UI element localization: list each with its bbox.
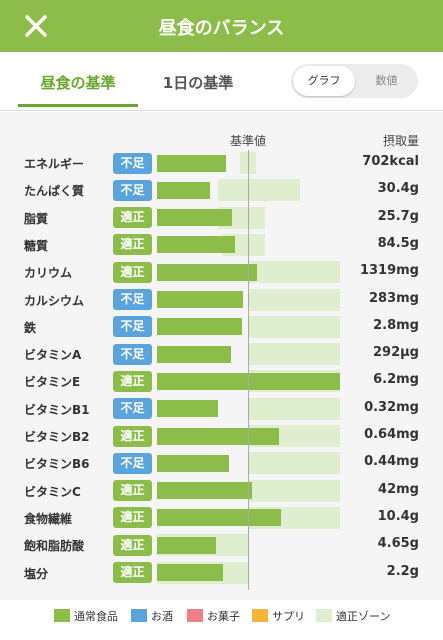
- label: ビタミンB1: [24, 402, 90, 417]
- legend-label: お菓子: [207, 610, 240, 623]
- status-badge: 不足: [113, 343, 152, 365]
- status-badge: 不足: [113, 179, 152, 201]
- label: ビタミンC: [24, 484, 81, 499]
- tab[interactable]: 1日の基準: [162, 74, 234, 92]
- status-badge: 不足: [113, 289, 152, 310]
- amount: 292µg: [372, 345, 419, 361]
- zone: [248, 343, 340, 366]
- bar: [157, 400, 218, 418]
- zone: [248, 452, 340, 475]
- bar: [157, 318, 242, 336]
- bar: [157, 236, 236, 254]
- zone: [248, 261, 340, 284]
- amount: 702kcal: [362, 154, 419, 169]
- status-badge: 適正: [113, 562, 152, 583]
- amount: 0.64mg: [364, 427, 419, 442]
- legend-swatch: [187, 609, 203, 622]
- status-badge: 不足: [113, 452, 152, 474]
- amount: 2.2g: [386, 563, 419, 579]
- standard-line: [248, 150, 249, 590]
- status-badge: 適正: [113, 480, 152, 502]
- legend-label: 通常食品: [74, 610, 118, 623]
- legend-label: お酒: [151, 610, 173, 623]
- status-badge: 適正: [113, 370, 152, 392]
- zone: [248, 288, 340, 311]
- label: 塩分: [24, 566, 49, 581]
- status-badge: 適正: [113, 507, 152, 529]
- column-header: 基準値: [229, 134, 266, 148]
- bar: [157, 345, 231, 363]
- toggle-values[interactable]: 数値: [375, 74, 398, 87]
- toggle-graph[interactable]: グラフ: [293, 66, 355, 96]
- zone: [248, 315, 340, 338]
- toggle: グラフ 数値: [291, 64, 418, 98]
- amount: 0.32mg: [364, 399, 419, 415]
- legend-swatch: [316, 609, 332, 622]
- legend-swatch: [252, 609, 268, 622]
- label: カルシウム: [24, 293, 85, 308]
- bar: [157, 209, 232, 227]
- amount: 25.7g: [377, 208, 419, 224]
- tab-underline: [18, 104, 138, 107]
- bar: [157, 291, 244, 308]
- label: 糖質: [24, 238, 49, 253]
- amount: 30.4g: [377, 181, 419, 197]
- bar: [157, 482, 252, 500]
- status-badge: 適正: [113, 261, 152, 283]
- amount: 6.2mg: [373, 372, 419, 388]
- tab-active[interactable]: 昼食の基準: [40, 74, 116, 92]
- status-badge: 不足: [113, 316, 152, 338]
- label: 食物繊維: [24, 511, 73, 526]
- amount: 283mg: [369, 290, 419, 306]
- amount: 2.8mg: [373, 317, 419, 333]
- column-header: 摂取量: [382, 134, 419, 148]
- zone: [239, 152, 257, 174]
- amount: 1319mg: [359, 263, 419, 279]
- bar: [157, 263, 258, 281]
- label: ビタミンB2: [24, 430, 90, 444]
- label: ビタミンA: [24, 348, 82, 363]
- bar: [157, 154, 227, 172]
- status-badge: 適正: [113, 234, 152, 256]
- label: ビタミンB6: [24, 457, 90, 472]
- label: カリウム: [24, 266, 73, 281]
- amount: 84.5g: [377, 235, 419, 251]
- status-badge: 不足: [113, 398, 152, 420]
- status-badge: 適正: [113, 207, 152, 229]
- divider: [0, 110, 443, 111]
- bar: [157, 427, 279, 445]
- label: 飽和脂肪酸: [24, 539, 85, 554]
- label: たんぱく質: [24, 184, 85, 199]
- status-badge: 不足: [113, 152, 152, 174]
- label: 鉄: [24, 320, 37, 335]
- label: ビタミンE: [24, 375, 81, 390]
- close-button[interactable]: [25, 15, 47, 37]
- zone: [217, 179, 300, 202]
- status-badge: 適正: [113, 425, 152, 447]
- legend-swatch: [54, 609, 70, 622]
- zone: [248, 397, 340, 420]
- legend-label: サプリ: [272, 610, 305, 623]
- status-badge: 適正: [113, 534, 152, 556]
- bar: [157, 564, 224, 581]
- bar: [157, 509, 281, 527]
- bar: [157, 181, 210, 199]
- bar: [157, 536, 217, 554]
- amount: 42mg: [378, 481, 419, 497]
- title: 昼食のバランス: [158, 18, 285, 39]
- legend-swatch: [131, 609, 147, 622]
- header-bar: 昼食のバランス: [0, 0, 443, 52]
- label: 脂質: [24, 211, 49, 226]
- legend-label: 適正ゾーン: [336, 610, 391, 623]
- amount: 10.4g: [377, 508, 419, 524]
- zone: [248, 479, 340, 502]
- label: エネルギー: [24, 157, 85, 171]
- bar: [157, 454, 229, 472]
- amount: 0.44mg: [364, 454, 419, 470]
- amount: 4.65g: [377, 536, 419, 552]
